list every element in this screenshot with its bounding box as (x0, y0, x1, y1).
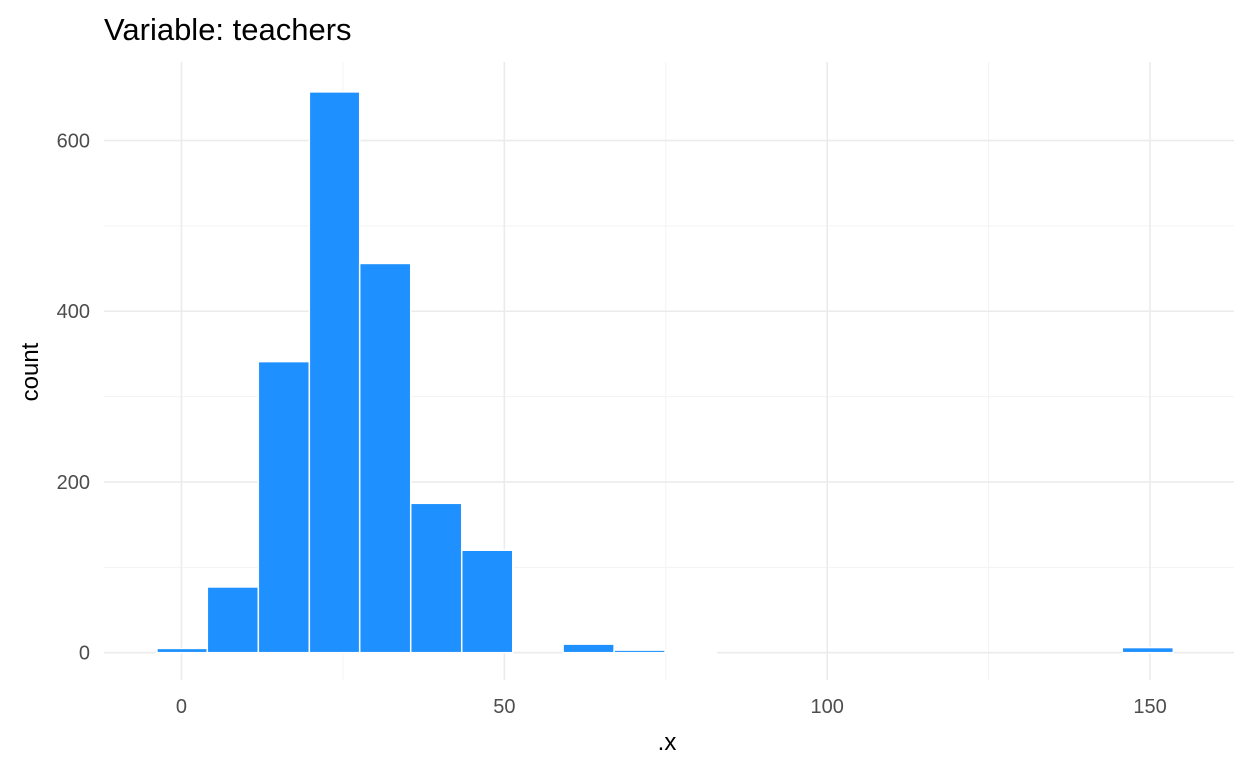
histogram-bar (562, 643, 615, 654)
chart-title: Variable: teachers (104, 12, 352, 47)
histogram-bar (156, 647, 209, 654)
x-tick-label: 100 (811, 696, 844, 718)
x-tick-label: 150 (1133, 696, 1166, 718)
histogram-bar (206, 586, 260, 654)
y-tick-label: 0 (79, 643, 90, 665)
histogram-bar (664, 651, 717, 654)
histogram-bar (613, 649, 666, 654)
x-axis-ticks: 0 50 100 150 (176, 696, 1167, 718)
y-tick-label: 400 (57, 301, 90, 323)
y-axis-title: count (17, 342, 44, 401)
histogram-bar (460, 549, 514, 654)
x-axis-title: .x (658, 729, 677, 756)
histogram-bar (1121, 646, 1175, 654)
y-tick-label: 200 (57, 472, 90, 494)
histogram-bar (358, 262, 412, 654)
y-axis-ticks: 0 200 400 600 (57, 131, 90, 665)
x-tick-label: 0 (176, 696, 187, 718)
histogram-bar (257, 360, 311, 654)
bars-layer (156, 91, 1175, 654)
histogram-bar (409, 502, 463, 654)
x-tick-label: 50 (493, 696, 515, 718)
y-tick-label: 600 (57, 131, 90, 153)
histogram-bar (308, 91, 361, 654)
